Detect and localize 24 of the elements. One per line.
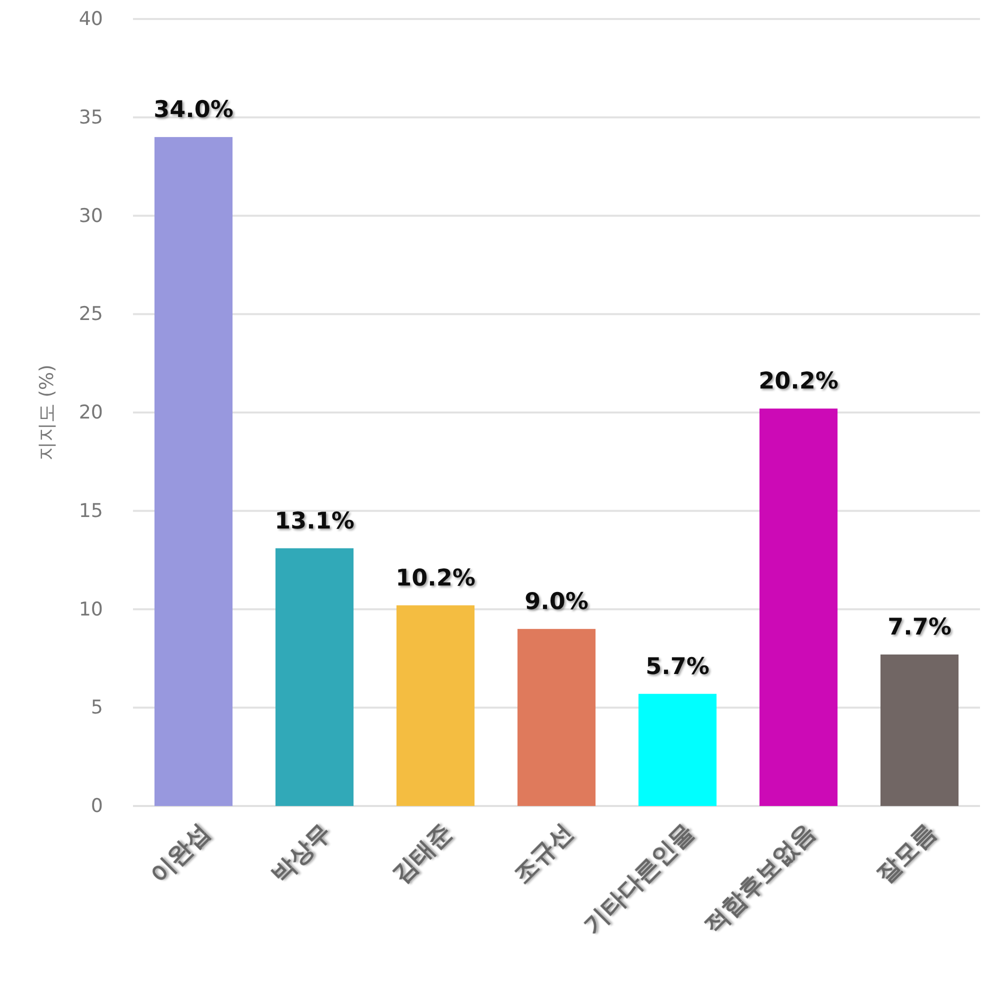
y-tick-label: 5	[90, 696, 103, 719]
data-label: 10.2%	[396, 565, 476, 592]
bar	[759, 408, 838, 806]
y-tick-label: 40	[78, 8, 103, 30]
y-tick-label: 10	[78, 598, 103, 620]
data-label: 7.7%	[888, 614, 952, 641]
data-label: 9.0%	[524, 588, 588, 615]
bar	[396, 605, 475, 806]
bar	[154, 137, 233, 806]
y-tick-label: 20	[78, 402, 103, 424]
bar	[880, 654, 959, 806]
bar	[638, 694, 717, 806]
bar	[517, 628, 596, 806]
bar	[275, 548, 354, 806]
data-label: 5.7%	[646, 654, 710, 680]
y-tick-label: 0	[90, 795, 103, 817]
data-label: 34.0%	[154, 97, 234, 124]
y-tick-label: 25	[78, 303, 103, 326]
y-tick-label: 30	[78, 204, 103, 227]
y-tick-label: 35	[78, 106, 103, 128]
data-label: 13.1%	[274, 508, 354, 534]
data-label: 20.2%	[758, 368, 838, 395]
y-axis-title: 지지도 (%)	[36, 364, 58, 460]
y-tick-label: 15	[78, 500, 103, 522]
